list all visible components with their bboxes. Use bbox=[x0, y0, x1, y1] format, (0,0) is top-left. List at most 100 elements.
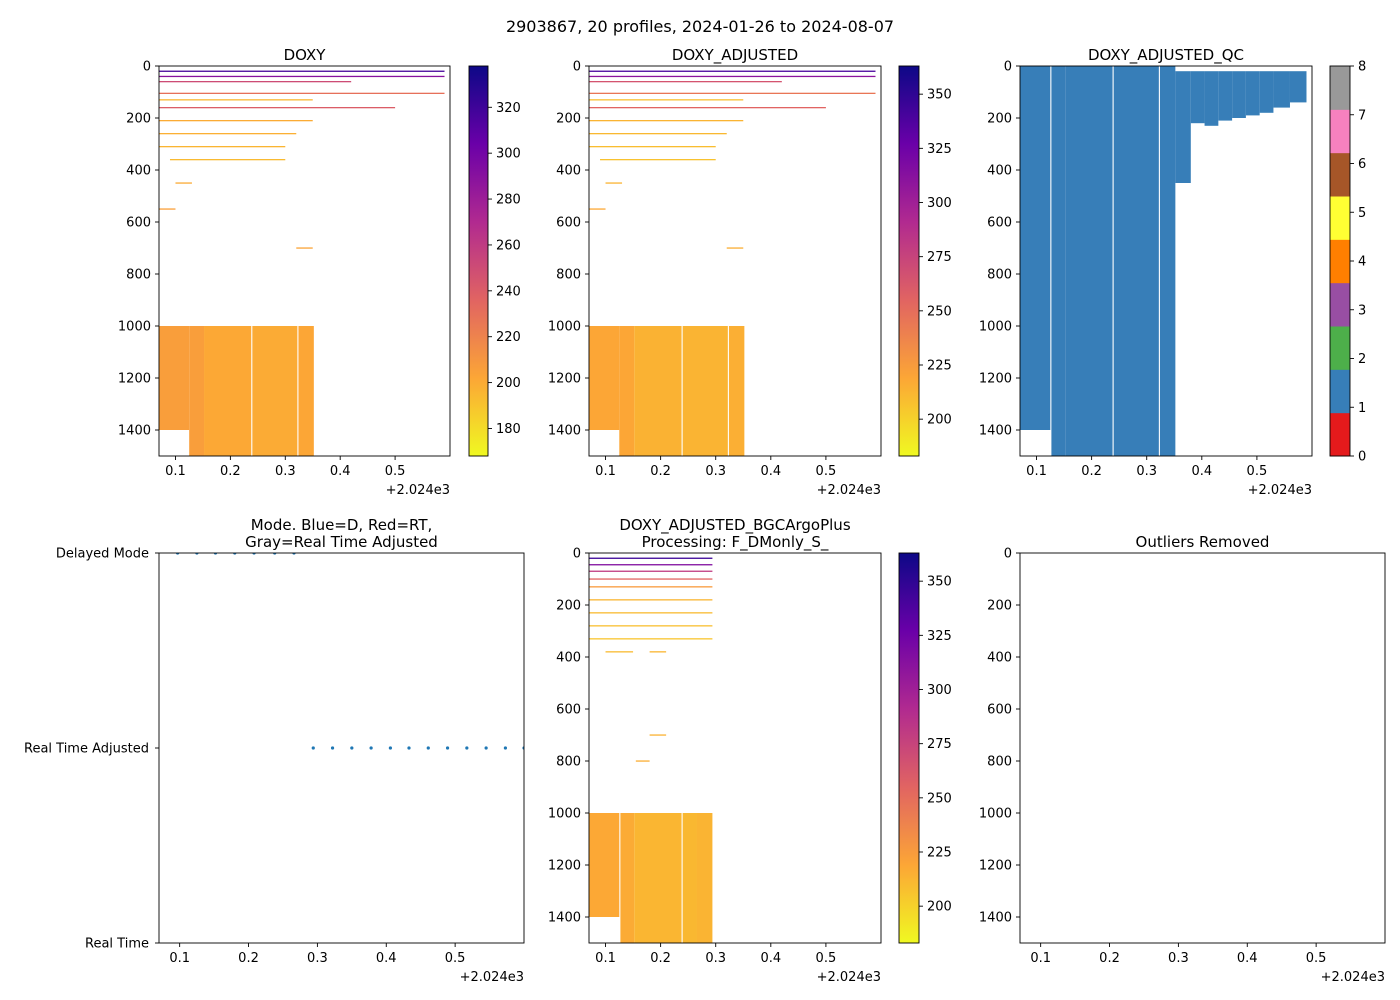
colorbar-tick-label: 280 bbox=[496, 193, 521, 208]
heatmap-streak bbox=[159, 133, 297, 135]
qc-column bbox=[1245, 71, 1260, 116]
mode-point bbox=[465, 746, 469, 750]
colorbar-tick-label: 320 bbox=[496, 101, 521, 116]
heatmap-cell bbox=[682, 326, 728, 456]
colorbar-tick-label: 6 bbox=[1358, 157, 1366, 172]
heatmap-streak bbox=[589, 625, 713, 627]
chart-title-line: Processing: F_DMonly_S_ bbox=[642, 533, 829, 552]
heatmap-streak bbox=[589, 70, 876, 72]
y-tick-label: 0 bbox=[573, 547, 581, 562]
y-tick-label: 200 bbox=[987, 599, 1012, 614]
x-offset-label: +2.024e3 bbox=[1321, 970, 1385, 985]
y-tick-label: 1400 bbox=[548, 424, 581, 439]
x-tick-label: 0.4 bbox=[1237, 951, 1258, 966]
y-tick-label: 1000 bbox=[979, 320, 1012, 335]
y-tick-label: Delayed Mode bbox=[56, 547, 149, 562]
x-offset-label: +2.024e3 bbox=[460, 970, 524, 985]
axes-frame bbox=[158, 552, 525, 944]
colorbar-tick-label: 325 bbox=[927, 142, 952, 157]
plot-area bbox=[589, 557, 713, 943]
x-tick-label: 0.3 bbox=[275, 464, 296, 479]
colorbar-segment bbox=[1330, 66, 1350, 110]
qc-column bbox=[1065, 66, 1113, 456]
y-tick-label: 600 bbox=[987, 216, 1012, 231]
y-tick-label: 1000 bbox=[548, 320, 581, 335]
x-tick-label: 0.3 bbox=[705, 464, 726, 479]
chart-title: Mode. Blue=D, Red=RT, Gray=Real Time Adju… bbox=[245, 516, 438, 551]
qc-column bbox=[1218, 71, 1233, 121]
qc-column bbox=[1232, 71, 1246, 118]
mode-point bbox=[388, 746, 392, 750]
heatmap-streak bbox=[159, 120, 313, 122]
x-tick-label: 0.2 bbox=[650, 464, 671, 479]
chart-title-line: DOXY_ADJUSTED bbox=[672, 46, 798, 65]
x-tick-label: 0.5 bbox=[1247, 464, 1268, 479]
y-tick-label: 0 bbox=[143, 60, 151, 75]
chart-doxy_qc: DOXY_ADJUSTED_QC 0.1 0.2 0.3 0.4 0.5 +2.024e3 0… bbox=[979, 46, 1366, 498]
heatmap-cell bbox=[728, 326, 745, 456]
mode-point bbox=[330, 746, 335, 750]
y-tick-label: 800 bbox=[556, 755, 581, 770]
x-tick-label: 0.4 bbox=[1191, 464, 1212, 479]
heatmap-streak bbox=[159, 92, 445, 94]
chart-doxy_adj: DOXY_ADJUSTED 0.1 0.2 0.3 0.4 0.5 +2.024e3 0 200… bbox=[548, 46, 952, 498]
colorbar-tick-label: 8 bbox=[1358, 60, 1366, 75]
heatmap-cell bbox=[634, 813, 682, 943]
heatmap-streak bbox=[589, 146, 716, 148]
y-tick-label: 1200 bbox=[548, 372, 581, 387]
heatmap-streak bbox=[649, 651, 667, 653]
colorbar-tick-label: 220 bbox=[496, 330, 521, 345]
heatmap-cell bbox=[589, 813, 620, 917]
y-tick-label: 600 bbox=[987, 703, 1012, 718]
heatmap-streak bbox=[296, 247, 313, 249]
colorbar-tick-label: 4 bbox=[1358, 255, 1366, 270]
qc-column bbox=[1020, 66, 1051, 430]
heatmap-streak bbox=[589, 99, 744, 101]
qc-column bbox=[1289, 71, 1307, 103]
colorbar-tick-label: 275 bbox=[927, 250, 952, 265]
plot-area bbox=[1020, 66, 1307, 456]
colorbar: 0 1 2 3 4 5 6 7 8 bbox=[1329, 60, 1366, 465]
heatmap-streak bbox=[159, 99, 313, 101]
y-tick-label: 1200 bbox=[118, 372, 151, 387]
chart-title-line: Gray=Real Time Adjusted bbox=[245, 533, 438, 551]
heatmap-cell bbox=[159, 326, 190, 430]
axes-frame bbox=[588, 65, 882, 457]
heatmap-streak bbox=[169, 159, 286, 161]
y-tick-label: 400 bbox=[126, 164, 151, 179]
x-tick-label: 0.2 bbox=[650, 951, 671, 966]
heatmap-streak bbox=[589, 81, 782, 83]
y-tick-label: 600 bbox=[556, 703, 581, 718]
y-tick-label: 1400 bbox=[979, 424, 1012, 439]
colorbar-frame bbox=[898, 552, 920, 944]
axes-frame bbox=[158, 65, 451, 457]
colorbar-frame bbox=[1329, 65, 1351, 457]
qc-column bbox=[1175, 71, 1191, 183]
colorbar-tick-label: 5 bbox=[1358, 206, 1366, 221]
heatmap-streak bbox=[649, 734, 667, 736]
x-tick-label: 0.3 bbox=[1168, 951, 1189, 966]
chart-title: DOXY_ADJUSTED_BGCArgoPlus Processing: F_D… bbox=[619, 516, 850, 552]
heatmap-streak bbox=[159, 75, 445, 78]
y-tick-label: 400 bbox=[987, 651, 1012, 666]
y-tick-label: Real Time bbox=[85, 937, 149, 952]
mode-point bbox=[369, 746, 373, 750]
y-tick-label: 1200 bbox=[979, 859, 1012, 874]
colorbar-tick-label: 250 bbox=[927, 304, 952, 319]
x-tick-label: 0.5 bbox=[385, 464, 406, 479]
x-tick-label: 0.2 bbox=[1081, 464, 1102, 479]
colorbar-tick-label: 350 bbox=[927, 88, 952, 103]
y-tick-label: Real Time Adjusted bbox=[24, 742, 149, 757]
y-tick-label: 1200 bbox=[548, 859, 581, 874]
y-tick-label: 1400 bbox=[118, 424, 151, 439]
heatmap-streak bbox=[589, 570, 713, 572]
heatmap-streak bbox=[605, 651, 634, 653]
chart-title-line: DOXY_ADJUSTED_BGCArgoPlus bbox=[619, 516, 850, 535]
y-tick-label: 200 bbox=[556, 599, 581, 614]
heatmap-streak bbox=[605, 182, 623, 184]
y-tick-label: 200 bbox=[556, 112, 581, 127]
x-tick-label: 0.1 bbox=[595, 464, 616, 479]
heatmap-cell bbox=[204, 326, 252, 456]
